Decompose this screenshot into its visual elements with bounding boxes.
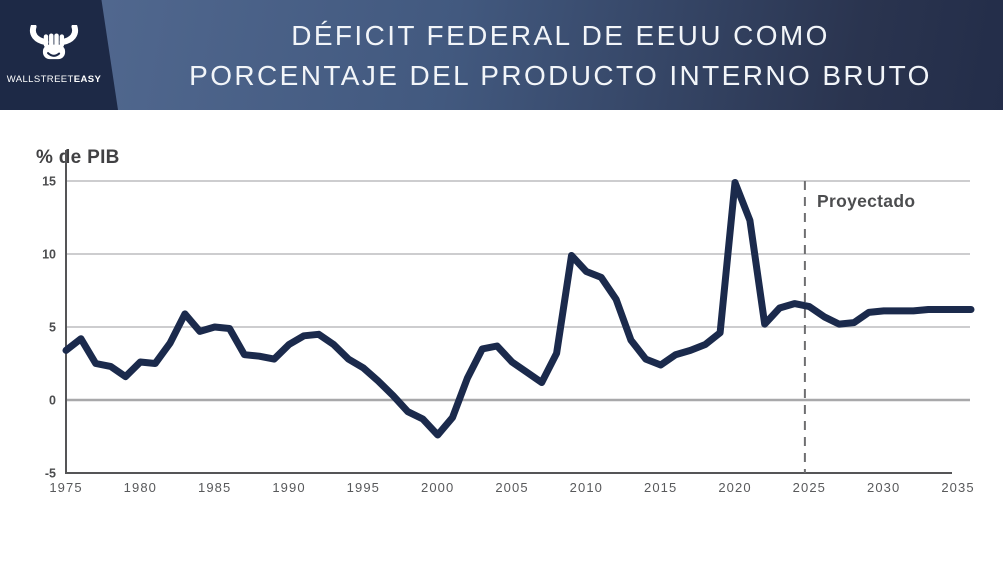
brand-text: WALLSTREETEASY — [7, 74, 101, 85]
header-banner: WALLSTREETEASY DÉFICIT FEDERAL DE EEUU C… — [0, 0, 1003, 110]
bull-logo-icon — [29, 25, 79, 60]
logo-panel: WALLSTREETEASY — [0, 0, 118, 110]
x-tick-label: 2015 — [644, 480, 677, 495]
x-tick-label: 2000 — [421, 480, 454, 495]
x-tick-label: 1990 — [272, 480, 305, 495]
y-tick-label: -5 — [45, 467, 56, 481]
x-tick-label: 1975 — [49, 480, 82, 495]
brand-bold: EASY — [73, 74, 102, 85]
x-tick-label: 2010 — [570, 480, 603, 495]
x-tick-label: 2005 — [495, 480, 528, 495]
y-tick-label: 5 — [49, 321, 56, 335]
y-tick-label: 15 — [42, 175, 56, 189]
x-tick-label: 1995 — [347, 480, 380, 495]
projection-label: Proyectado — [817, 191, 915, 211]
x-tick-label: 1980 — [124, 480, 157, 495]
title-line-1: DÉFICIT FEDERAL DE EEUU COMO — [291, 19, 830, 51]
y-axis-label: % de PIB — [36, 147, 120, 168]
x-tick-label: 2030 — [867, 480, 900, 495]
title-line-2: PORCENTAJE DEL PRODUCTO INTERNO BRUTO — [189, 59, 932, 91]
y-tick-label: 10 — [42, 248, 56, 262]
x-tick-label: 2025 — [793, 480, 826, 495]
deficit-line — [62, 179, 975, 439]
page-title: DÉFICIT FEDERAL DE EEUU COMO PORCENTAJE … — [118, 0, 1003, 110]
x-tick-label: 1985 — [198, 480, 231, 495]
x-tick-label: 2020 — [718, 480, 751, 495]
brand-regular: WALLSTREET — [6, 74, 74, 85]
y-tick-label: 0 — [49, 394, 56, 408]
x-tick-label: 2035 — [941, 480, 974, 495]
